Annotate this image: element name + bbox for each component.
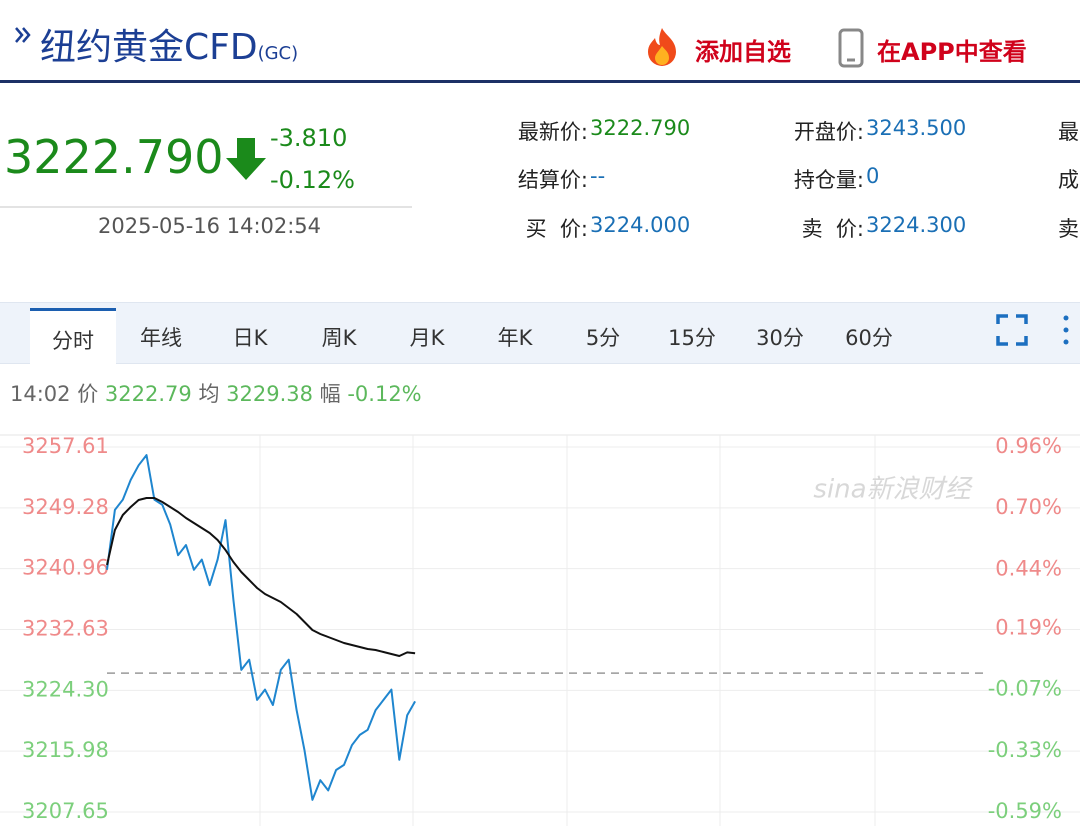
- code: (GC): [257, 43, 299, 64]
- last-price: 3222.790: [4, 130, 224, 184]
- field-value: 0: [866, 164, 880, 188]
- y2-tick-label: 0.44%: [995, 556, 1062, 580]
- y-tick-label: 3224.30: [22, 677, 109, 701]
- y2-tick-label: -0.33%: [988, 738, 1062, 762]
- field-value: 3243.500: [866, 116, 967, 140]
- tab[interactable]: 15分: [668, 326, 716, 350]
- y-tick-label: 3215.98: [22, 738, 109, 762]
- tab[interactable]: 年K: [497, 326, 533, 350]
- y2-tick-label: 0.70%: [995, 495, 1062, 519]
- change: -3.810: [270, 124, 348, 152]
- tab[interactable]: 年线: [140, 326, 182, 350]
- field-value: 3224.300: [866, 213, 967, 237]
- field-label: 持仓量:: [793, 168, 864, 192]
- chart-info: 14:02 价 3222.79 均 3229.38 幅 -0.12%: [10, 378, 422, 408]
- field-label: 开盘价:: [793, 120, 864, 144]
- field-label: 卖: [1058, 217, 1079, 241]
- field-label: 买 价:: [525, 217, 588, 241]
- header-rule: [0, 80, 1080, 83]
- open-app[interactable]: 在APP中查看: [877, 38, 1027, 66]
- series-line: [106, 454, 416, 801]
- y-tick-label: 3257.61: [22, 434, 109, 458]
- flame-icon: [648, 28, 676, 66]
- tab[interactable]: 月K: [409, 326, 445, 350]
- y2-tick-label: -0.07%: [988, 677, 1062, 701]
- y2-tick-label: 0.19%: [995, 615, 1062, 639]
- tab[interactable]: 周K: [321, 326, 357, 350]
- y-tick-label: 3249.28: [22, 495, 109, 519]
- field-label: 卖 价:: [801, 217, 864, 241]
- tab[interactable]: 60分: [845, 326, 893, 350]
- info-time: 14:02: [10, 382, 71, 406]
- tab[interactable]: 30分: [756, 326, 804, 350]
- info-label: 幅: [319, 382, 341, 406]
- watermark: sina新浪财经: [813, 475, 973, 505]
- change-pct: -0.12%: [270, 166, 355, 194]
- quote-time: 2025-05-16 14:02:54: [98, 214, 322, 238]
- field-label: 最新价:: [517, 120, 588, 144]
- y-tick-label: 3207.65: [22, 799, 109, 823]
- field-label: 最: [1058, 120, 1079, 144]
- active-tab: [30, 308, 116, 366]
- info-value: 3229.38: [226, 382, 313, 406]
- title: 纽约黄金CFD: [40, 27, 258, 68]
- phone-icon: [838, 28, 864, 68]
- field-value: --: [590, 164, 606, 188]
- tab-bar: [0, 302, 1080, 364]
- info-value: -0.12%: [347, 382, 422, 406]
- info-value: 3222.79: [104, 382, 192, 406]
- toolbar-icons[interactable]: [994, 312, 1080, 352]
- y-tick-label: 3240.96: [22, 556, 109, 580]
- field-value: 3224.000: [590, 213, 691, 237]
- series-line: [106, 497, 416, 657]
- tab[interactable]: 日K: [232, 326, 268, 350]
- divider: [0, 206, 412, 208]
- tab[interactable]: 5分: [585, 326, 621, 350]
- tab[interactable]: 分时: [52, 329, 94, 353]
- down-arrow: [226, 138, 266, 180]
- breadcrumb-icon: [15, 27, 31, 43]
- y-tick-label: 3232.63: [22, 617, 109, 641]
- field-label: 成: [1058, 168, 1079, 192]
- chart: sina新浪财经 3257.61 3249.28 3240.96 3232.63 322…: [0, 434, 1080, 826]
- field-value: 3222.790: [590, 116, 691, 140]
- info-label: 价: [77, 382, 99, 406]
- page-title: 纽约黄金CFD(GC): [40, 18, 298, 70]
- field-label: 结算价:: [517, 168, 588, 192]
- y2-tick-label: 0.96%: [995, 434, 1062, 458]
- time-grid: [259, 435, 876, 826]
- info-label: 均: [198, 382, 220, 406]
- y2-tick-label: -0.59%: [988, 799, 1062, 823]
- add-watchlist[interactable]: 添加自选: [695, 38, 791, 66]
